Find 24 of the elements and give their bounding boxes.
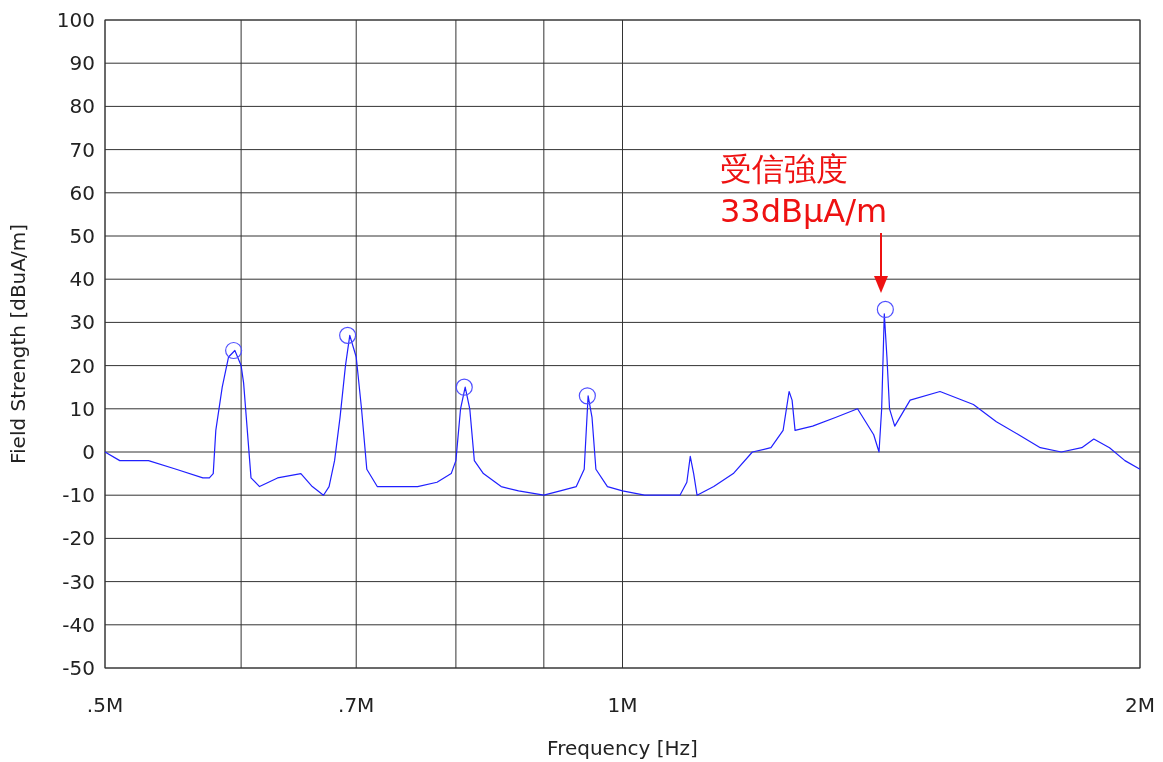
y-tick-label: 50 [69, 224, 95, 248]
y-tick-label: -50 [62, 656, 95, 680]
y-tick-label: 0 [82, 440, 95, 464]
annotation: 33dBμA/m [720, 192, 888, 230]
y-axis-title: Field Strength [dBuA/m] [6, 224, 30, 464]
x-tick-label: 1M [607, 693, 638, 717]
x-tick-label: .7M [338, 693, 375, 717]
y-tick-label: -40 [62, 612, 95, 637]
y-tick-label: 100 [56, 8, 95, 32]
y-tick-label: 70 [69, 137, 95, 162]
annotation: 受信強度 [720, 150, 848, 188]
y-tick-label: -10 [62, 483, 95, 508]
y-tick-label: 10 [69, 396, 95, 421]
y-tick-label: 40 [69, 267, 95, 292]
y-tick-label: -20 [62, 526, 95, 551]
x-tick-label: 2M [1125, 693, 1155, 717]
y-tick-label: 90 [69, 51, 95, 76]
x-tick-label: .5M [86, 693, 124, 717]
y-tick-label: 80 [69, 94, 95, 119]
y-tick-label: 20 [69, 353, 95, 378]
y-tick-label: 60 [69, 180, 95, 205]
x-axis-title: Frequency [Hz] [547, 736, 698, 760]
y-tick-label: 30 [69, 310, 95, 335]
y-tick-label: -30 [62, 569, 95, 594]
